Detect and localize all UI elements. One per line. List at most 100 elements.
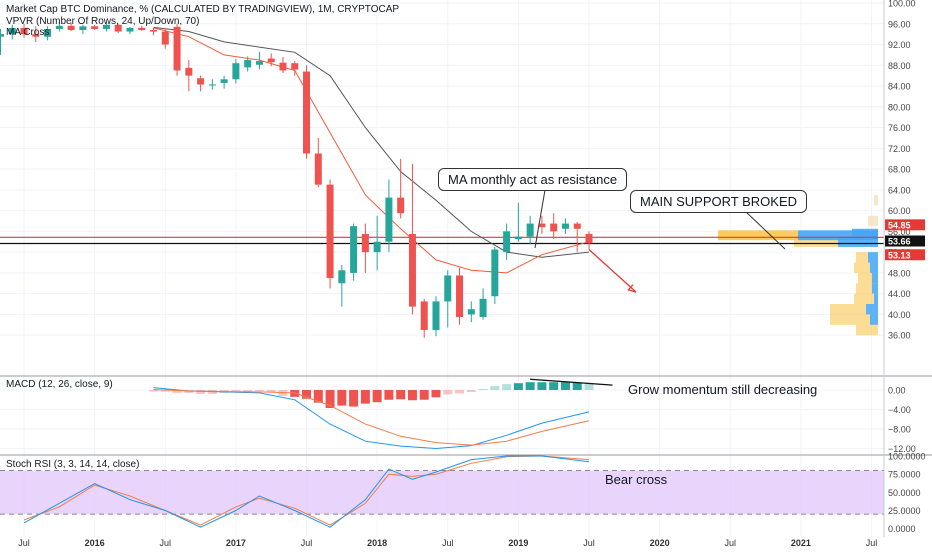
bear-cross-note: Bear cross [605, 472, 668, 487]
macd-signal-line [153, 389, 590, 446]
stoch-band [0, 470, 884, 515]
macd-y-tick-label: 0.00 [888, 386, 906, 396]
candle [126, 27, 134, 32]
candle [550, 223, 558, 232]
x-tick-label: Jul [866, 538, 878, 548]
y-tick-label: 84.00 [888, 82, 911, 92]
volume-profile-row [838, 236, 878, 247]
y-tick-label: 88.00 [888, 61, 911, 71]
macd-histogram-bar [266, 390, 276, 393]
y-tick-label: 60.00 [888, 206, 911, 216]
volume-profile-row [794, 236, 838, 247]
macd-histogram-bar [149, 390, 159, 392]
macd-histogram-bar [478, 389, 488, 391]
candle [279, 62, 287, 71]
macd-histogram-bar [254, 390, 264, 391]
macd-histogram-bar [443, 390, 453, 395]
candle [514, 236, 522, 240]
macd-histogram-bar [384, 390, 394, 400]
candle [8, 27, 16, 35]
price-label-box [885, 219, 925, 231]
macd-histogram-bar [572, 382, 582, 390]
momentum-note: Grow momentum still decreasing [628, 382, 818, 397]
macd-histogram-bar [360, 390, 370, 404]
macd-histogram-bar [196, 390, 206, 394]
macd-histogram-bar [302, 390, 312, 399]
stoch-d-line [23, 455, 590, 526]
macd-histogram-bar [231, 390, 241, 391]
candle [114, 24, 122, 32]
y-tick-label: 80.00 [888, 102, 911, 112]
candle [267, 58, 275, 63]
candle [185, 67, 193, 76]
volume-profile-row [870, 314, 878, 325]
candle [0, 34, 4, 37]
projection-arrow [588, 249, 637, 293]
candle [102, 24, 110, 29]
y-tick-label: 36.00 [888, 331, 911, 341]
candle [244, 60, 252, 68]
x-tick-label: Jul [301, 538, 313, 548]
y-tick-label: 48.00 [888, 268, 911, 278]
candle [420, 301, 428, 330]
candle [255, 61, 263, 65]
callout-pointer [744, 210, 786, 250]
macd-histogram-bar [537, 382, 547, 390]
macd-histogram-bar [396, 390, 406, 400]
x-tick-label: 2019 [508, 538, 528, 548]
volume-profile-row [872, 283, 878, 294]
candle [173, 26, 181, 71]
x-tick-label: 2020 [650, 538, 670, 548]
price-label: 54.85 [888, 220, 911, 230]
support-callout: MAIN SUPPORT BROKED [630, 190, 807, 213]
y-tick-label: 56.00 [888, 227, 911, 237]
volume-profile-row [854, 262, 870, 273]
volume-profile-row [830, 314, 870, 325]
candle [291, 63, 299, 70]
y-tick-label: 96.00 [888, 19, 911, 29]
stoch-legend: Stoch RSI (3, 3, 14, 14, close) [6, 459, 140, 470]
stoch-y-tick-label: 75.0000 [888, 470, 921, 480]
x-tick-label: 2021 [791, 538, 811, 548]
volume-profile [718, 195, 878, 336]
candle [55, 25, 63, 29]
macd-histogram-bar [243, 390, 253, 392]
candle [208, 84, 216, 86]
volume-profile-row [798, 230, 878, 241]
y-tick-label: 76.00 [888, 123, 911, 133]
macd-histogram-bar [407, 390, 417, 401]
candle [44, 28, 52, 37]
candle [361, 233, 369, 253]
candle [32, 34, 40, 37]
candle [573, 223, 581, 229]
stoch-y-tick-label: 25.0000 [888, 506, 921, 516]
candle [385, 197, 393, 242]
candle [408, 233, 416, 307]
ma-legend: MA Cross [6, 27, 50, 38]
macd-histogram-bar [455, 390, 465, 394]
momentum-trendline [530, 378, 613, 386]
candle [456, 275, 464, 317]
x-tick-label: Jul [18, 538, 30, 548]
candle [314, 153, 322, 185]
candle [150, 29, 158, 32]
candle [432, 301, 440, 330]
macd-histogram-bar [502, 384, 512, 390]
volume-profile-row [866, 304, 878, 315]
volume-profile-row [858, 272, 872, 284]
candle [326, 184, 334, 279]
stoch-k-line [23, 455, 590, 528]
x-tick-label: Jul [724, 538, 736, 548]
candle [350, 226, 358, 273]
macd-y-tick-label: −12.00 [888, 444, 916, 454]
macd-histogram-bar [584, 383, 594, 390]
volume-profile-row [854, 293, 874, 305]
volume-profile-row [830, 304, 866, 315]
macd-histogram-bar [325, 390, 335, 409]
y-tick-label: 92.00 [888, 40, 911, 50]
candle [20, 27, 28, 35]
candle [538, 223, 546, 228]
volume-profile-row [868, 215, 878, 227]
